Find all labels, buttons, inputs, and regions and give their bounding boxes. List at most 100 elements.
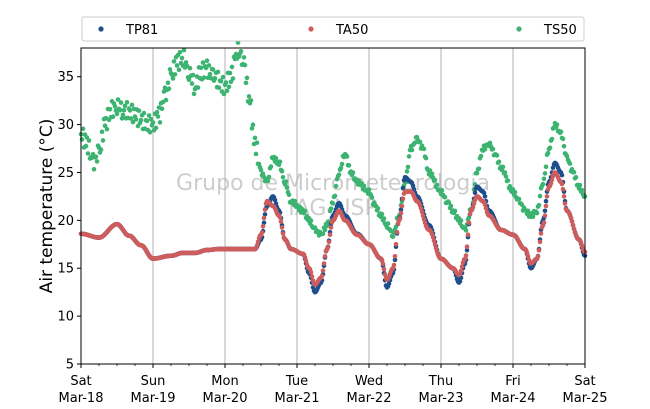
data-point bbox=[226, 84, 232, 90]
data-point bbox=[536, 248, 542, 253]
data-point bbox=[541, 220, 547, 225]
data-point bbox=[284, 185, 290, 190]
data-point bbox=[286, 192, 292, 197]
data-point bbox=[146, 113, 152, 118]
data-point bbox=[166, 86, 172, 91]
data-point bbox=[525, 253, 531, 259]
data-point bbox=[482, 194, 488, 199]
data-point bbox=[98, 147, 104, 152]
y-tick-label: 35 bbox=[57, 70, 74, 85]
data-point bbox=[496, 159, 502, 165]
data-point bbox=[328, 206, 334, 211]
data-point bbox=[543, 198, 549, 204]
data-point bbox=[174, 63, 180, 68]
data-point bbox=[535, 254, 541, 259]
data-point bbox=[410, 183, 416, 188]
data-point bbox=[421, 146, 427, 152]
data-point bbox=[79, 137, 85, 142]
data-point bbox=[430, 234, 436, 240]
data-point bbox=[569, 219, 575, 224]
data-point bbox=[466, 220, 472, 226]
data-point bbox=[400, 196, 406, 202]
data-point bbox=[229, 64, 235, 70]
data-point bbox=[503, 174, 509, 179]
data-point bbox=[336, 172, 342, 177]
data-point bbox=[221, 91, 227, 97]
data-point bbox=[404, 169, 410, 174]
data-point bbox=[321, 261, 327, 266]
data-point bbox=[252, 135, 258, 141]
data-point bbox=[107, 107, 113, 112]
data-point bbox=[420, 213, 426, 218]
data-point bbox=[136, 108, 142, 113]
data-point bbox=[157, 120, 163, 125]
data-point bbox=[266, 174, 272, 180]
y-tick-label: 30 bbox=[57, 118, 74, 133]
data-point bbox=[124, 100, 130, 105]
data-point bbox=[549, 177, 555, 182]
data-point bbox=[206, 63, 212, 68]
data-point bbox=[464, 248, 470, 253]
data-point bbox=[457, 279, 463, 284]
legend-marker-ts50 bbox=[516, 26, 522, 32]
data-point bbox=[122, 103, 128, 109]
data-point bbox=[542, 213, 548, 218]
data-point bbox=[393, 242, 399, 247]
data-point bbox=[262, 207, 268, 212]
data-point bbox=[246, 94, 252, 99]
data-point bbox=[121, 107, 127, 113]
data-point bbox=[545, 150, 551, 156]
data-point bbox=[418, 206, 424, 211]
vertical-gridlines bbox=[152, 48, 514, 364]
data-point bbox=[153, 125, 159, 131]
data-point bbox=[241, 55, 247, 60]
data-point bbox=[320, 268, 326, 273]
data-point bbox=[382, 272, 388, 277]
data-point bbox=[129, 102, 135, 108]
data-point bbox=[458, 268, 464, 274]
data-point bbox=[272, 197, 278, 203]
data-point bbox=[394, 230, 400, 235]
data-point bbox=[579, 187, 585, 193]
data-point bbox=[429, 171, 435, 177]
data-point bbox=[543, 164, 549, 170]
x-tick-day-label: Fri bbox=[505, 374, 521, 389]
data-point bbox=[191, 91, 197, 97]
legend: TP81 TA50 TS50 bbox=[81, 16, 585, 42]
data-point bbox=[261, 215, 267, 221]
data-point bbox=[292, 198, 298, 204]
data-point bbox=[379, 211, 385, 217]
data-point bbox=[277, 159, 283, 165]
x-tick-date-label: Mar-20 bbox=[203, 391, 248, 406]
data-point bbox=[220, 74, 226, 80]
data-point bbox=[505, 178, 511, 183]
data-point bbox=[189, 81, 195, 86]
data-point bbox=[118, 100, 124, 105]
data-point bbox=[332, 193, 338, 199]
data-point bbox=[333, 183, 339, 189]
data-point bbox=[273, 155, 279, 161]
data-point bbox=[93, 154, 99, 159]
data-point bbox=[327, 232, 333, 237]
data-point bbox=[302, 255, 308, 260]
data-point bbox=[210, 67, 216, 72]
series-ts50 bbox=[78, 40, 588, 239]
legend-label-tp81: TP81 bbox=[125, 23, 158, 38]
data-point bbox=[195, 85, 201, 90]
data-point bbox=[91, 167, 97, 172]
data-point bbox=[119, 116, 125, 121]
data-point bbox=[302, 208, 308, 214]
data-point bbox=[366, 187, 372, 192]
data-point bbox=[183, 60, 189, 65]
data-point bbox=[549, 136, 555, 142]
data-point bbox=[303, 258, 309, 264]
data-point bbox=[537, 239, 543, 245]
data-point bbox=[254, 140, 260, 145]
data-point bbox=[390, 234, 396, 239]
legend-marker-tp81 bbox=[98, 26, 104, 32]
x-tick-day-label: Sat bbox=[70, 374, 91, 389]
data-point bbox=[446, 200, 452, 205]
data-point bbox=[262, 212, 268, 217]
data-point bbox=[386, 281, 392, 287]
